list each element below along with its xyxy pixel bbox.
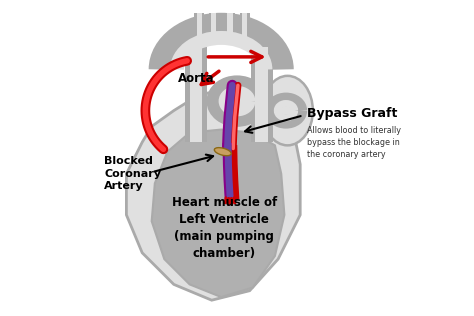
Bar <box>209 13 219 44</box>
Text: Blocked
Coronary
Artery: Blocked Coronary Artery <box>104 156 161 191</box>
Bar <box>197 13 202 44</box>
Bar <box>190 47 202 142</box>
Bar <box>227 13 233 44</box>
Bar <box>211 13 217 44</box>
Bar <box>255 47 268 142</box>
Bar <box>242 13 247 44</box>
Bar <box>225 13 235 44</box>
Bar <box>251 47 273 142</box>
Bar <box>194 13 204 44</box>
Polygon shape <box>127 88 300 300</box>
Text: Aorta: Aorta <box>178 72 214 86</box>
Text: Allows blood to literally
bypass the blockage in
the coronary artery: Allows blood to literally bypass the blo… <box>307 126 401 159</box>
Ellipse shape <box>262 76 313 145</box>
Bar <box>185 47 207 142</box>
Polygon shape <box>152 130 284 297</box>
Ellipse shape <box>214 148 231 156</box>
Text: Bypass Graft: Bypass Graft <box>307 107 397 120</box>
Text: Heart muscle of
Left Ventricle
(main pumping
chamber): Heart muscle of Left Ventricle (main pum… <box>172 196 277 259</box>
Bar <box>239 13 250 44</box>
